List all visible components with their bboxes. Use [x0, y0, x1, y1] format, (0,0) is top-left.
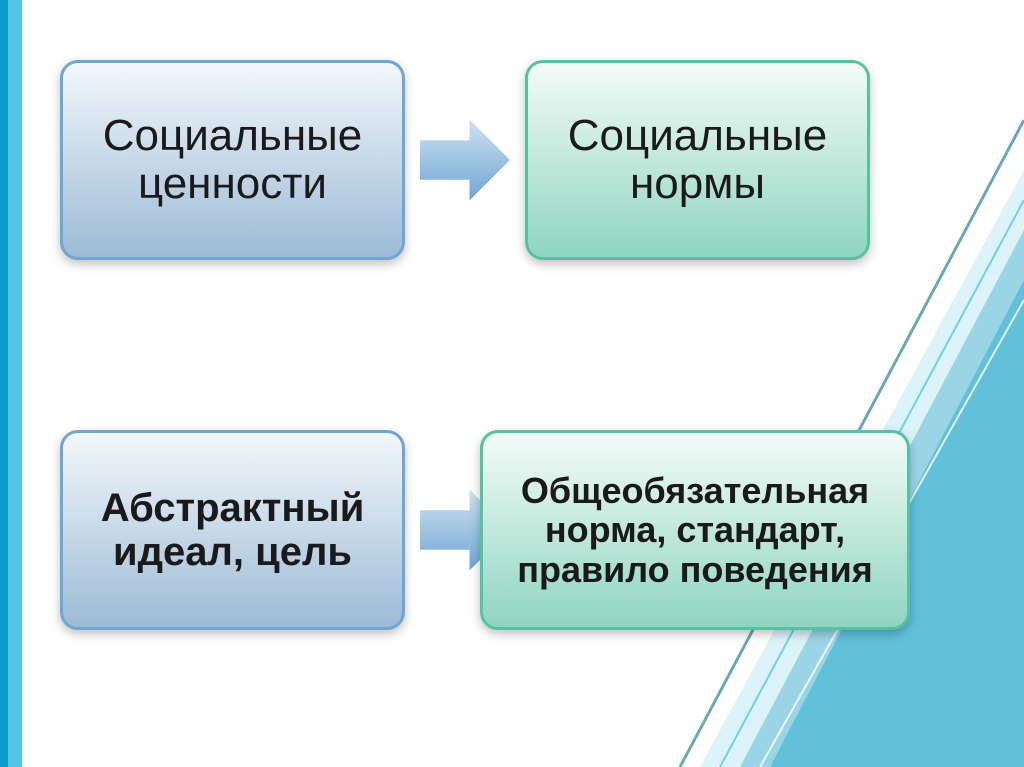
- box-abstract-ideal: Абстрактный идеал, цель: [60, 430, 405, 630]
- box-social-norms-line1: Социальные: [568, 112, 828, 160]
- box-mandatory-norm: Общеобязательная норма, стандарт, правил…: [480, 430, 910, 630]
- box-social-values-line2: ценности: [103, 160, 363, 208]
- arrow-top: [420, 115, 510, 205]
- box-mandatory-norm-line2: норма, стандарт,: [517, 510, 873, 550]
- box-abstract-ideal-line2: идеал, цель: [101, 530, 365, 574]
- box-social-norms: Социальные нормы: [525, 60, 870, 260]
- box-abstract-ideal-line1: Абстрактный: [101, 486, 365, 530]
- box-social-norms-line2: нормы: [568, 160, 828, 208]
- diagram-content: Социальные ценности Социальные нормы Абс…: [0, 0, 1024, 767]
- box-mandatory-norm-line3: правило поведения: [517, 550, 873, 590]
- box-mandatory-norm-line1: Общеобязательная: [517, 471, 873, 511]
- box-social-values: Социальные ценности: [60, 60, 405, 260]
- box-social-values-line1: Социальные: [103, 112, 363, 160]
